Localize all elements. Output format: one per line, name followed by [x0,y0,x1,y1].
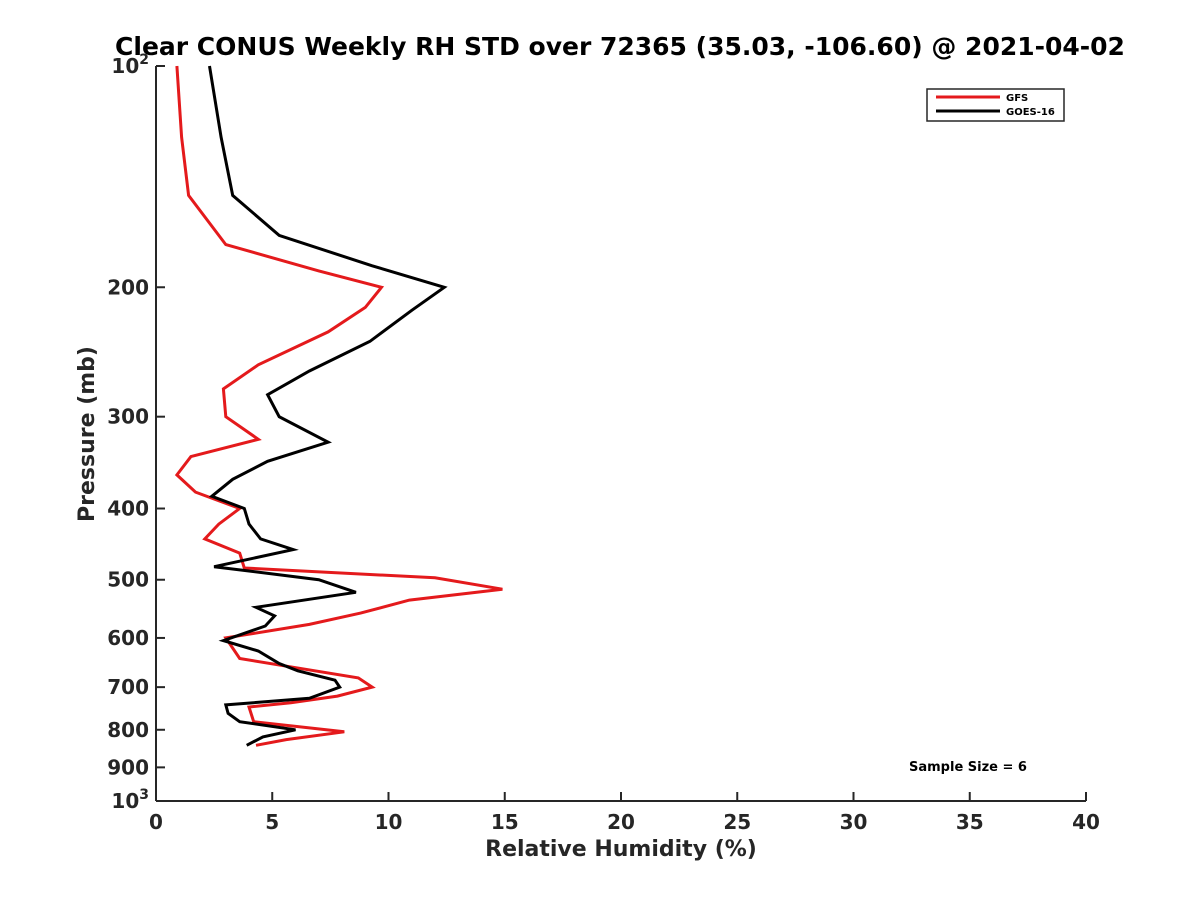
y-tick-label: 800 [107,718,149,742]
x-axis-label: Relative Humidity (%) [485,837,757,862]
x-tick-label: 15 [491,810,519,834]
y-tick-label: 103 [111,787,149,813]
y-tick-label: 600 [107,626,149,650]
legend-label-goes-16: GOES-16 [1006,107,1055,118]
series-line-goes-16 [208,65,448,747]
sample-size-annotation: Sample Size = 6 [909,760,1027,775]
y-tick-label: 900 [107,755,149,779]
y-tick-label: 500 [107,568,149,592]
x-tick-label: 30 [840,810,868,834]
series-line-gfs [174,65,503,747]
chart-title: Clear CONUS Weekly RH STD over 72365 (35… [115,32,1125,61]
y-tick-label: 200 [107,275,149,299]
y-axis-label: Pressure (mb) [75,346,100,522]
x-tick-label: 40 [1072,810,1100,834]
x-tick-label: 10 [375,810,403,834]
legend: GFS GOES-16 [926,88,1065,122]
x-tick-label: 20 [607,810,635,834]
legend-box [926,88,1065,122]
y-tick-label: 102 [111,52,149,78]
x-tick-label: 5 [265,810,279,834]
plot-background [156,66,1086,801]
x-ticks: 0 5 10 15 20 25 30 35 40 [149,792,1100,834]
y-tick-label: 400 [107,497,149,521]
series-layer [174,65,503,747]
y-tick-label: 700 [107,675,149,699]
x-tick-label: 35 [956,810,984,834]
plot-area: 0 5 10 15 20 25 30 35 40 102 200 300 400 500 600 700 80… [107,52,1100,834]
x-tick-label: 0 [149,810,163,834]
legend-label-gfs: GFS [1006,93,1028,104]
y-ticks: 102 200 300 400 500 600 700 800 900 103 [107,52,165,813]
y-tick-label: 300 [107,405,149,429]
x-tick-label: 25 [723,810,751,834]
